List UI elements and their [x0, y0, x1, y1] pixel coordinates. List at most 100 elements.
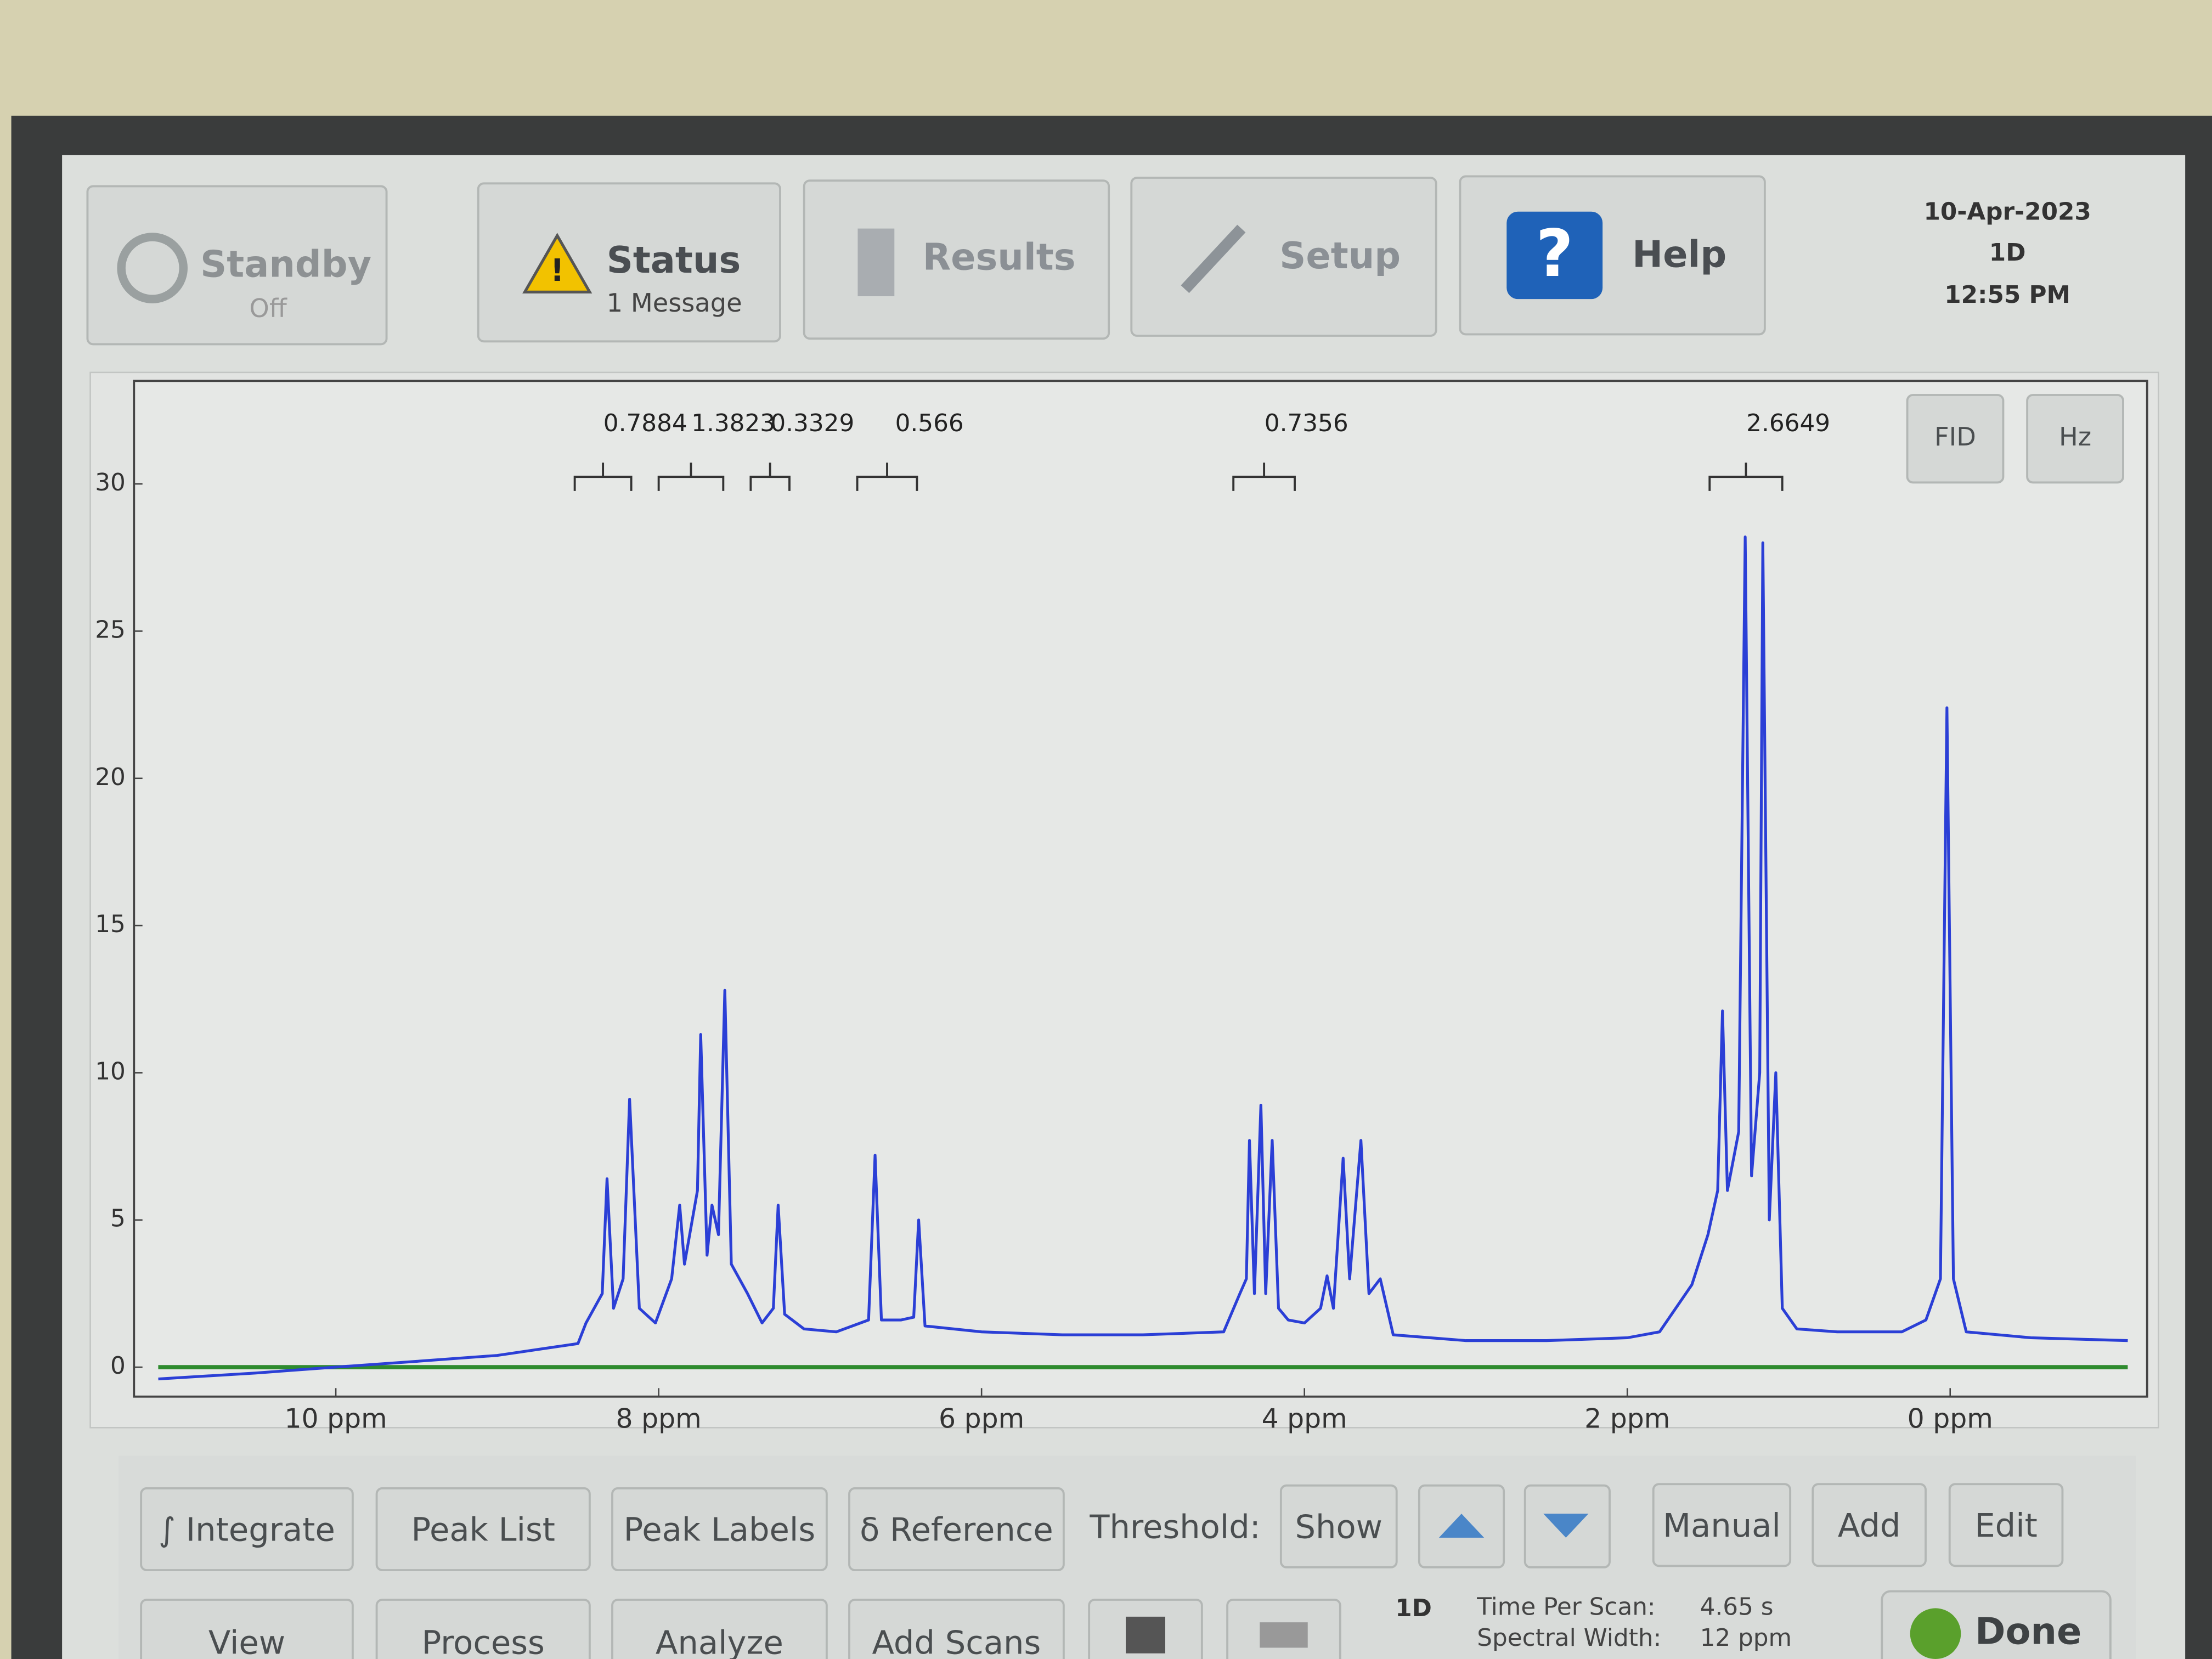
integral-label: 0.3329 — [770, 409, 854, 437]
integral-label: 0.566 — [895, 409, 964, 437]
x-tick-label: 10 ppm — [284, 1403, 387, 1434]
integral-bracket — [856, 462, 918, 491]
button-bg — [1906, 394, 2005, 484]
y-tick-label: 20 — [95, 763, 126, 791]
status-label: Status — [607, 239, 741, 281]
threshold-down[interactable] — [1523, 1484, 1611, 1568]
button-bg — [848, 1487, 1065, 1571]
button-bg — [477, 182, 781, 343]
hz-button[interactable]: Hz — [2026, 394, 2124, 484]
mode: 1D — [1989, 239, 2026, 267]
button-bg — [848, 1599, 1065, 1659]
button-bg — [611, 1487, 828, 1571]
save-button[interactable] — [1088, 1599, 1203, 1659]
integral-bracket — [657, 462, 725, 491]
results-button[interactable]: Results — [803, 179, 1110, 340]
integral-bracket — [1708, 462, 1784, 491]
status-button[interactable]: ! Status 1 Message — [477, 182, 781, 343]
threshold-label: Threshold: — [1089, 1508, 1260, 1546]
status-sub: 1 Message — [607, 288, 742, 318]
width-value: 12 ppm — [1700, 1624, 1792, 1652]
print-button[interactable] — [1226, 1599, 1341, 1659]
down-arrow — [1543, 1514, 1589, 1538]
button-bg — [1948, 1483, 2064, 1567]
results-label: Results — [923, 236, 1076, 279]
y-tick-label: 30 — [95, 469, 126, 496]
button-bg — [2026, 394, 2124, 484]
toolbar-button[interactable]: Add Scans — [848, 1599, 1065, 1659]
done-button[interactable]: Done — [1881, 1590, 2112, 1659]
x-tick-label: 6 ppm — [939, 1403, 1024, 1434]
spectrum-line — [158, 535, 2128, 1381]
hz-label: Hz — [2059, 422, 2091, 452]
button-bg — [611, 1599, 828, 1659]
toolbar-button[interactable]: Peak Labels — [611, 1487, 828, 1571]
button-label: δ Reference — [860, 1511, 1053, 1549]
button-label: Show — [1295, 1508, 1383, 1546]
fid-button[interactable]: FID — [1906, 394, 2005, 484]
integral-label: 0.7884 — [603, 409, 687, 437]
button-label: ∫ Integrate — [159, 1511, 335, 1549]
x-tick-label: 2 ppm — [1584, 1403, 1670, 1434]
x-tick-label: 0 ppm — [1908, 1403, 1993, 1434]
button-bg — [140, 1599, 354, 1659]
done-icon — [1910, 1608, 1961, 1659]
standby-label: Standby — [200, 243, 371, 286]
spectrum-plot: 0 5 10 15 20 25 30 10 ppm 8 ppm 6 ppm 4 ppm 2 ppm 0 … — [95, 409, 2128, 1434]
warning-mark: ! — [550, 252, 565, 289]
toolbar-button[interactable]: View — [140, 1599, 354, 1659]
button-label: Analyze — [656, 1623, 783, 1659]
setup-icon — [1181, 224, 1246, 294]
time-label: Time Per Scan: — [1476, 1593, 1655, 1621]
y-tick-label: 5 — [110, 1205, 126, 1233]
button-bg — [140, 1487, 354, 1571]
toolbar-button[interactable]: Manual — [1652, 1483, 1792, 1567]
setup-button[interactable]: Setup — [1130, 177, 1437, 337]
toolbar-button[interactable]: Analyze — [611, 1599, 828, 1659]
button-bg — [1812, 1483, 1927, 1567]
mode-label: 1D — [1395, 1594, 1432, 1622]
x-tick-label: 8 ppm — [616, 1403, 702, 1434]
toolbar-button[interactable]: Show — [1279, 1484, 1398, 1568]
integral-bracket — [573, 462, 633, 491]
button-label: Process — [422, 1623, 545, 1659]
time: 12:55 PM — [1944, 281, 2070, 309]
save-icon — [1126, 1616, 1165, 1654]
button-label: Manual — [1663, 1506, 1781, 1544]
plot-area — [133, 380, 2148, 1398]
threshold-up[interactable] — [1418, 1484, 1505, 1568]
standby-sub: Off — [249, 294, 287, 323]
y-tick-label: 10 — [95, 1057, 126, 1085]
button-bg — [375, 1487, 591, 1571]
toolbar-button[interactable]: ∫ Integrate — [140, 1487, 354, 1571]
toolbar-button[interactable]: Add — [1812, 1483, 1927, 1567]
button-bg — [1652, 1483, 1792, 1567]
print-icon — [1260, 1622, 1308, 1648]
button-bg — [803, 179, 1110, 340]
integral-label: 2.6649 — [1746, 409, 1830, 437]
y-tick-label: 25 — [95, 616, 126, 644]
help-icon — [1506, 211, 1603, 300]
date: 10-Apr-2023 — [1923, 198, 2091, 225]
toolbar-button[interactable]: Peak List — [375, 1487, 591, 1571]
help-button[interactable]: ? Help — [1459, 175, 1766, 336]
setup-label: Setup — [1279, 234, 1401, 277]
help-label: Help — [1632, 233, 1726, 276]
integral-label: 1.3823 — [691, 409, 775, 437]
button-bg — [375, 1599, 591, 1659]
button-label: Peak List — [411, 1511, 555, 1549]
integral-label: 0.7356 — [1265, 409, 1348, 437]
toolbar-button[interactable]: Process — [375, 1599, 591, 1659]
results-icon — [857, 228, 895, 296]
standby-button[interactable]: Standby Off — [86, 185, 388, 346]
toolbar-button[interactable]: Edit — [1948, 1483, 2064, 1567]
button-label: Add Scans — [872, 1623, 1041, 1659]
toolbar-button[interactable]: δ Reference — [848, 1487, 1065, 1571]
integral-bracket — [1232, 462, 1296, 491]
button-bg — [1130, 177, 1437, 337]
power-icon — [117, 233, 188, 303]
up-arrow — [1438, 1514, 1485, 1538]
button-label: Edit — [1974, 1506, 2038, 1544]
